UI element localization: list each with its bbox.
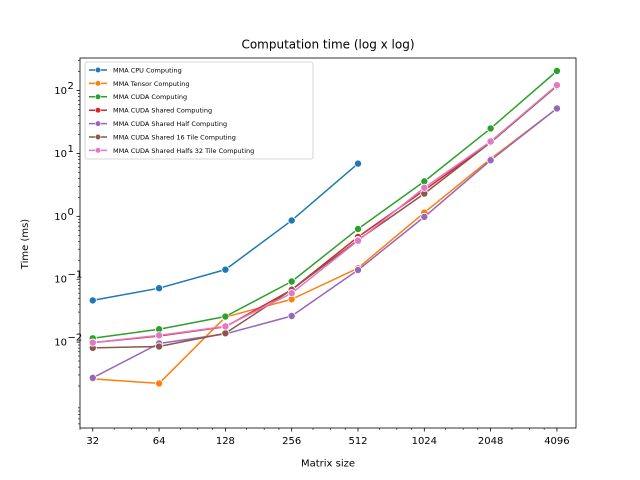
data-point: [88, 373, 97, 382]
legend-item: MMA CUDA Computing: [89, 93, 187, 101]
legend-label: MMA CUDA Shared Half Computing: [113, 120, 227, 128]
data-point: [552, 104, 561, 113]
y-axis-minor-ticks: [78, 60, 80, 425]
x-tick-label: 128: [216, 436, 235, 447]
x-tick-label: 2048: [478, 436, 503, 447]
plot-frame: [79, 57, 577, 429]
y-tick-label: 10: [54, 86, 67, 97]
data-point: [486, 156, 495, 165]
series-line: [92, 107, 558, 385]
legend-label: MMA Tensor Computing: [113, 80, 190, 88]
y-tick-label: 10: [54, 149, 67, 160]
legend-swatch-marker: [94, 107, 102, 114]
series-line: [92, 107, 558, 379]
data-point: [155, 284, 164, 293]
data-point: [420, 183, 429, 192]
y-axis-label: Time (ms): [20, 219, 31, 271]
legend: MMA CPU Computing MMA Tensor Computing MMA…: [84, 61, 314, 160]
y-tick-exponent: −1: [68, 270, 83, 281]
y-tick-exponent: 2: [68, 81, 74, 92]
data-point: [287, 311, 296, 320]
x-tick-label: 4096: [544, 436, 569, 447]
legend-swatch-marker: [94, 66, 102, 74]
data-point: [486, 124, 495, 133]
y-tick-label: 10: [54, 338, 67, 349]
data-point: [353, 236, 362, 245]
legend-item: MMA CUDA Shared Halfs 32 Tile Computing: [89, 147, 254, 155]
legend-item: MMA Tensor Computing: [89, 80, 190, 88]
data-point: [221, 265, 230, 274]
series-line: [92, 84, 558, 344]
data-point: [221, 322, 230, 331]
x-tick-label: 256: [282, 436, 301, 447]
legend-swatch-marker: [94, 147, 102, 154]
data-point: [287, 216, 296, 225]
legend-item: MMA CUDA Shared Half Computing: [89, 120, 227, 128]
x-tick-label: 1024: [412, 436, 437, 447]
legend-label: MMA CPU Computing: [113, 66, 182, 74]
data-point: [88, 338, 97, 347]
legend-swatch-marker: [94, 133, 102, 141]
data-point: [287, 277, 296, 286]
y-tick-exponent: 0: [68, 207, 74, 218]
data-point: [353, 159, 362, 168]
series-6: [88, 81, 561, 347]
legend-swatch-marker: [94, 93, 102, 100]
data-point: [221, 312, 230, 321]
series-0: [88, 159, 362, 305]
legend-swatch-marker: [94, 80, 102, 87]
y-tick-exponent: 1: [68, 144, 74, 155]
y-tick-label: 10: [54, 212, 67, 223]
data-point: [155, 331, 164, 340]
legend-swatch-marker: [94, 120, 102, 127]
data-point: [552, 67, 561, 76]
series-line: [92, 70, 558, 340]
legend-item: MMA CUDA Shared Computing: [89, 107, 212, 115]
legend-box: [84, 61, 314, 160]
legend-item: MMA CPU Computing: [89, 66, 182, 74]
data-point: [287, 289, 296, 298]
legend-label: MMA CUDA Shared Computing: [113, 107, 212, 115]
x-axis-label: Matrix size: [301, 459, 355, 470]
data-point: [486, 137, 495, 146]
series-2: [88, 67, 561, 343]
chart-title: Computation time (log x log): [241, 38, 414, 52]
data-point: [221, 329, 230, 338]
data-point: [155, 379, 164, 388]
x-tick-label: 512: [348, 436, 367, 447]
y-tick-exponent: −2: [68, 333, 83, 344]
x-tick-label: 32: [86, 436, 99, 447]
legend-label: MMA CUDA Shared 16 Tile Computing: [113, 133, 236, 141]
x-axis-ticks: 32 64 128 256 512 1024 2048 4096: [86, 428, 570, 447]
x-tick-label: 64: [153, 436, 166, 447]
series-line: [92, 85, 558, 349]
data-point: [353, 224, 362, 233]
data-point: [155, 342, 164, 351]
y-tick-label: 10: [54, 275, 67, 286]
data-point: [420, 212, 429, 221]
legend-label: MMA CUDA Shared Halfs 32 Tile Computing: [113, 147, 254, 155]
data-point: [353, 266, 362, 275]
legend-item: MMA CUDA Shared 16 Tile Computing: [89, 133, 236, 141]
data-point: [88, 296, 97, 305]
legend-label: MMA CUDA Computing: [113, 93, 187, 101]
x-axis-minor-ticks: [79, 428, 545, 430]
data-point: [552, 81, 561, 90]
